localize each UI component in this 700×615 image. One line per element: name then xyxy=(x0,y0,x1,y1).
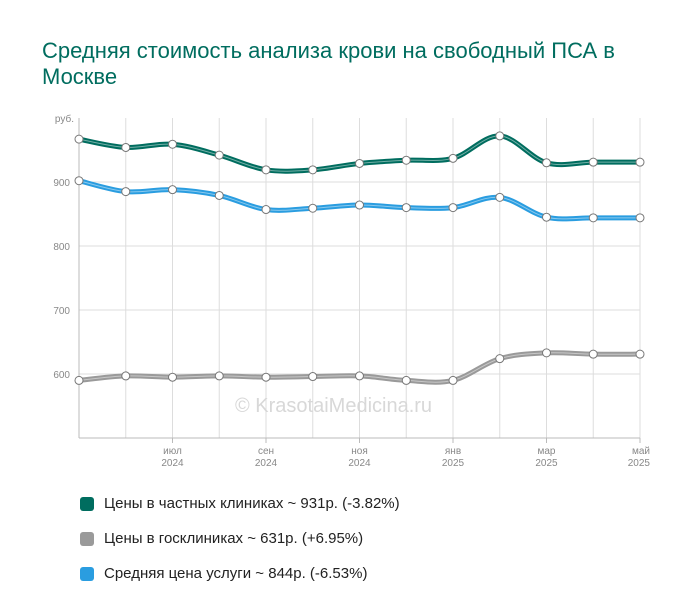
data-point-public[interactable] xyxy=(121,371,131,381)
data-point-private[interactable] xyxy=(355,158,364,168)
data-point-private[interactable] xyxy=(308,165,318,175)
legend-label-public: Цены в госклиниках ~ 631р. (+6.95%) xyxy=(104,530,364,547)
data-point-public[interactable] xyxy=(635,349,645,359)
data-point-private[interactable] xyxy=(635,157,645,167)
data-point-average[interactable] xyxy=(495,192,505,202)
data-point-average[interactable] xyxy=(214,190,224,200)
axes: 600700800900руб.июл2024сен2024ноя2024янв… xyxy=(53,113,650,469)
x-tick-label-year: 2024 xyxy=(161,458,184,469)
y-tick-label: 800 xyxy=(53,242,70,253)
y-tick-label: 600 xyxy=(53,370,70,381)
x-tick-label-year: 2024 xyxy=(348,458,371,469)
data-points xyxy=(74,131,645,385)
data-point-public[interactable] xyxy=(168,372,177,382)
data-point-average[interactable] xyxy=(448,203,458,213)
line-chart: 600700800900руб.июл2024сен2024ноя2024янв… xyxy=(53,113,650,469)
data-point-average[interactable] xyxy=(261,205,271,215)
legend-item-public[interactable]: Цены в госклиниках ~ 631р. (+6.95%) xyxy=(80,521,400,556)
data-point-public[interactable] xyxy=(401,375,411,385)
data-point-private[interactable] xyxy=(542,158,551,168)
data-point-public[interactable] xyxy=(448,375,458,385)
data-point-public[interactable] xyxy=(74,375,84,385)
x-tick-label-year: 2025 xyxy=(442,458,465,469)
x-tick-label-year: 2025 xyxy=(535,458,558,469)
data-point-public[interactable] xyxy=(588,349,598,359)
data-point-average[interactable] xyxy=(121,187,131,197)
legend-swatch-average xyxy=(80,566,94,581)
data-point-average[interactable] xyxy=(588,213,598,223)
data-point-private[interactable] xyxy=(401,155,411,165)
data-point-public[interactable] xyxy=(308,372,318,382)
data-point-private[interactable] xyxy=(214,150,224,160)
x-tick-label-month: янв xyxy=(445,446,461,457)
legend-label-private: Цены в частных клиниках ~ 931р. (-3.82%) xyxy=(104,495,400,512)
data-point-private[interactable] xyxy=(448,153,458,163)
x-tick-label-month: ноя xyxy=(351,446,368,457)
data-point-average[interactable] xyxy=(542,212,551,222)
x-tick-label-month: сен xyxy=(258,446,274,457)
data-point-public[interactable] xyxy=(355,371,364,381)
legend-swatch-public xyxy=(80,531,94,546)
data-point-private[interactable] xyxy=(74,134,84,144)
x-tick-label-year: 2025 xyxy=(628,458,651,469)
data-point-average[interactable] xyxy=(401,203,411,213)
x-tick-label-month: мар xyxy=(538,446,556,457)
data-point-private[interactable] xyxy=(261,165,271,175)
data-point-public[interactable] xyxy=(214,371,224,381)
data-point-private[interactable] xyxy=(495,131,505,141)
x-tick-label-month: май xyxy=(632,446,650,457)
data-point-public[interactable] xyxy=(542,348,551,358)
x-tick-label-month: июл xyxy=(163,446,182,457)
legend-swatch-private xyxy=(80,496,94,511)
x-tick-label-year: 2024 xyxy=(255,458,278,469)
data-point-private[interactable] xyxy=(588,157,598,167)
data-point-average[interactable] xyxy=(168,185,177,195)
data-point-public[interactable] xyxy=(261,372,271,382)
data-point-average[interactable] xyxy=(635,213,645,223)
chart-title: Средняя стоимость анализа крови на свобо… xyxy=(42,38,615,89)
data-point-average[interactable] xyxy=(308,203,318,213)
legend: Цены в частных клиниках ~ 931р. (-3.82%)… xyxy=(80,486,400,591)
watermark: © KrasotaiMedicina.ru xyxy=(235,395,433,417)
data-point-average[interactable] xyxy=(355,200,364,210)
legend-item-average[interactable]: Средняя цена услуги ~ 844р. (-6.53%) xyxy=(80,556,400,591)
legend-label-average: Средняя цена услуги ~ 844р. (-6.53%) xyxy=(104,565,368,582)
y-tick-label: 900 xyxy=(53,178,70,189)
data-point-private[interactable] xyxy=(168,139,177,149)
legend-item-private[interactable]: Цены в частных клиниках ~ 931р. (-3.82%) xyxy=(80,486,400,521)
data-point-public[interactable] xyxy=(495,354,505,364)
data-point-average[interactable] xyxy=(74,176,84,186)
data-point-private[interactable] xyxy=(121,142,131,152)
y-unit-label: руб. xyxy=(55,113,74,125)
y-tick-label: 700 xyxy=(53,306,70,317)
